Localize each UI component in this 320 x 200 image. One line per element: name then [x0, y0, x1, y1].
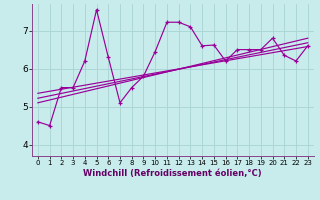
X-axis label: Windchill (Refroidissement éolien,°C): Windchill (Refroidissement éolien,°C) [84, 169, 262, 178]
